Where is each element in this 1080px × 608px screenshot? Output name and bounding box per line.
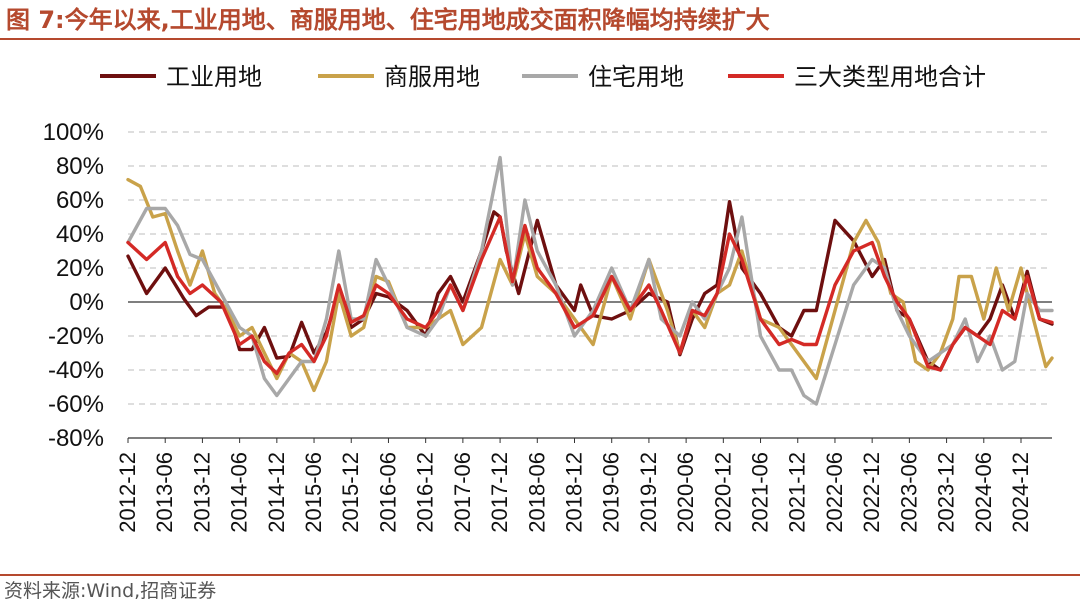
figure-title: 图 7:今年以来,工业用地、商服用地、住宅用地成交面积降幅均持续扩大 xyxy=(6,6,770,34)
line-chart: -80% -60% -40% -20% 0% 20% 40% 60% 80% 100% 2012-… xyxy=(43,63,1054,533)
y-tick-label: -60% xyxy=(48,391,104,418)
x-tick-label: 2024-12 xyxy=(1008,452,1033,533)
y-tick-label: 80% xyxy=(56,153,104,180)
x-tick-label: 2015-12 xyxy=(338,452,363,533)
y-tick-label: 0% xyxy=(69,289,104,316)
x-tick-label: 2022-12 xyxy=(859,452,884,533)
series-line-residential xyxy=(126,155,1054,406)
x-tick-label: 2014-06 xyxy=(227,452,252,533)
x-tick-label: 2016-12 xyxy=(413,452,438,533)
series-lines xyxy=(126,155,1054,406)
series-line-total xyxy=(126,215,1054,376)
x-tick-label: 2017-12 xyxy=(487,452,512,533)
x-tick-label: 2015-06 xyxy=(301,452,326,533)
y-tick-label: 40% xyxy=(56,221,104,248)
source-rule xyxy=(0,574,1080,576)
y-tick-label: -40% xyxy=(48,357,104,384)
y-tick-label: 60% xyxy=(56,187,104,214)
x-tick-label: 2016-06 xyxy=(375,452,400,533)
legend-label-commercial: 商服用地 xyxy=(384,63,480,91)
x-tick-label: 2017-06 xyxy=(450,452,475,533)
x-tick-label: 2012-12 xyxy=(115,452,140,533)
x-tick-label: 2013-12 xyxy=(189,452,214,533)
x-tick-label: 2021-12 xyxy=(785,452,810,533)
x-tick-label: 2018-12 xyxy=(561,452,586,533)
legend-label-total: 三大类型用地合计 xyxy=(794,63,986,91)
source-note: 资料来源:Wind,招商证券 xyxy=(4,580,217,602)
x-tick-label: 2023-12 xyxy=(934,452,959,533)
y-tick-label: -20% xyxy=(48,323,104,350)
y-tick-label: 20% xyxy=(56,255,104,282)
legend: 工业用地 商服用地 住宅用地 三大类型用地合计 xyxy=(100,63,986,91)
legend-label-industrial: 工业用地 xyxy=(166,63,262,91)
x-tick-label: 2020-06 xyxy=(673,452,698,533)
x-axis: 2012-12 2013-06 2013-12 2014-06 2014-12 2015-… xyxy=(115,437,1052,533)
series-line-commercial xyxy=(126,177,1054,393)
x-tick-label: 2019-06 xyxy=(599,452,624,533)
x-tick-label: 2021-06 xyxy=(748,452,773,533)
y-tick-label: 100% xyxy=(43,119,104,146)
x-tick-label: 2014-12 xyxy=(264,452,289,533)
x-tick-label: 2020-12 xyxy=(710,452,735,533)
grid-lines xyxy=(128,131,1052,439)
x-tick-label: 2024-06 xyxy=(971,452,996,533)
x-tick-label: 2013-06 xyxy=(152,452,177,533)
x-tick-label: 2018-06 xyxy=(524,452,549,533)
legend-label-residential: 住宅用地 xyxy=(588,63,684,91)
x-tick-label: 2022-06 xyxy=(822,452,847,533)
y-axis-ticks: -80% -60% -40% -20% 0% 20% 40% 60% 80% 100% xyxy=(43,119,104,452)
title-rule xyxy=(0,38,1080,40)
x-tick-label: 2023-06 xyxy=(896,452,921,533)
x-tick-label: 2019-12 xyxy=(636,452,661,533)
y-tick-label: -80% xyxy=(48,425,104,452)
